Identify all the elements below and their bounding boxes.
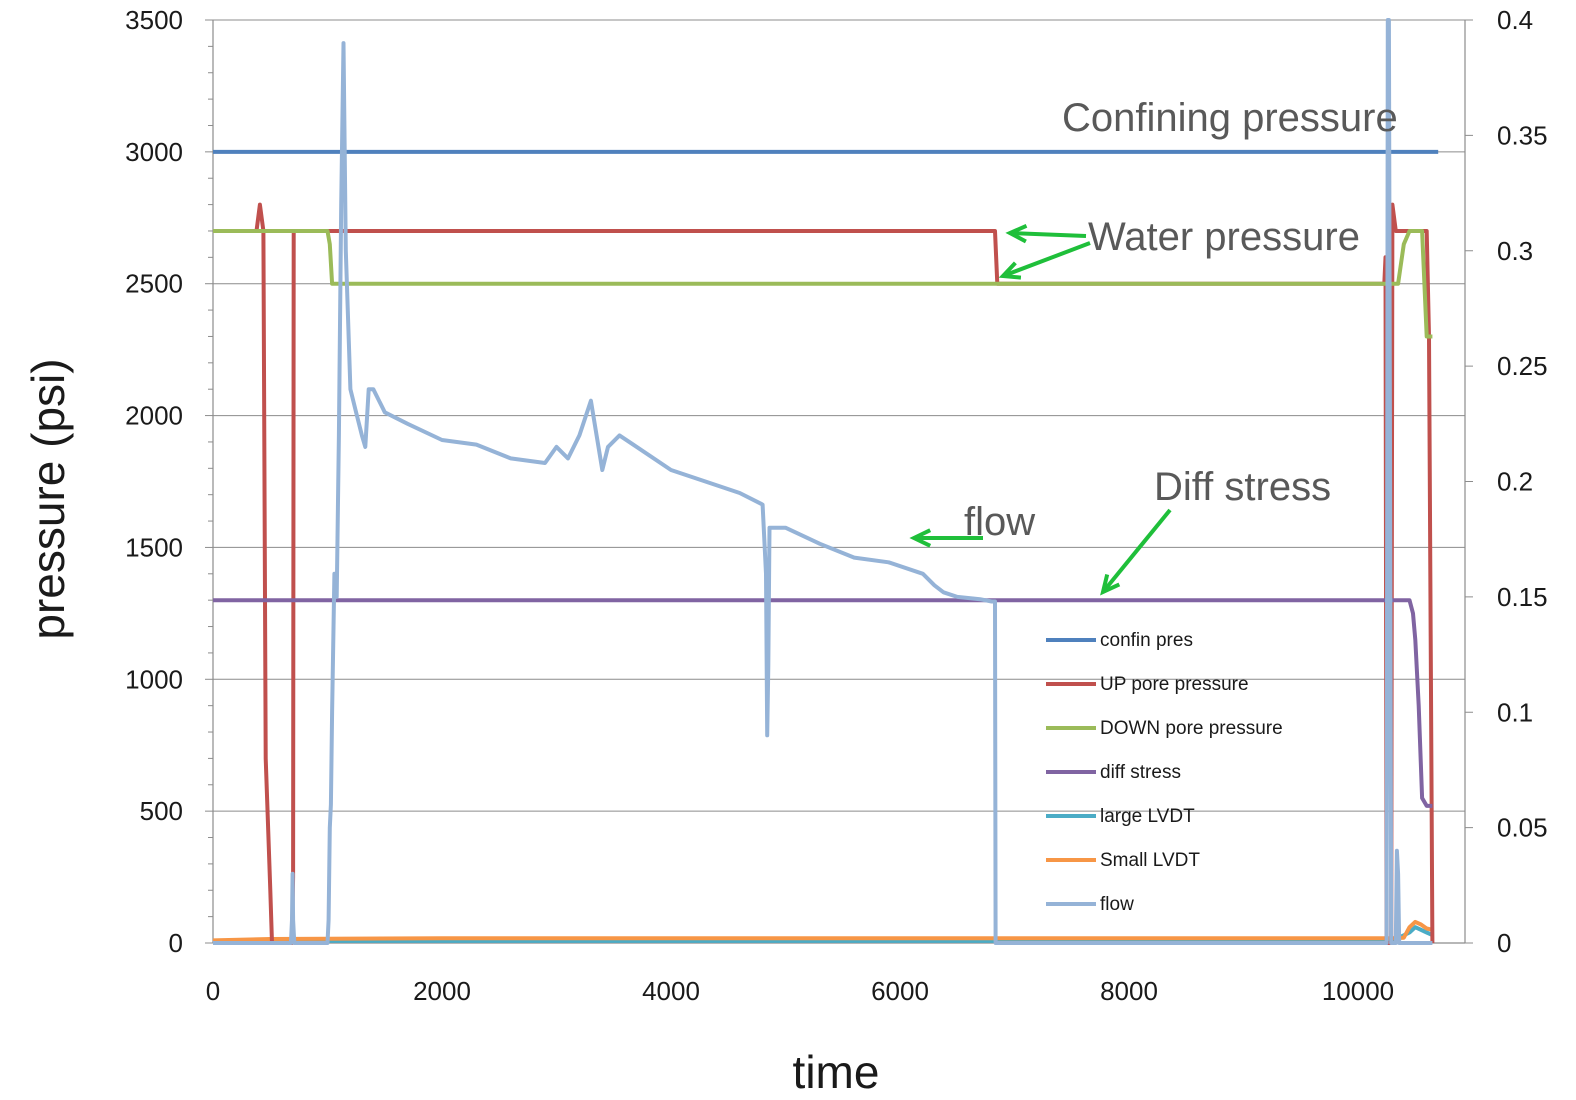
- y-tick-label: 1500: [125, 532, 183, 562]
- y2-tick-label: 0.3: [1497, 236, 1533, 266]
- y-tick-label: 2500: [125, 269, 183, 299]
- arrow-water-lower: [1002, 241, 1091, 278]
- series-layer: [212, 18, 1439, 945]
- y2-tick-label: 0.1: [1497, 697, 1533, 727]
- arrow-flow-head: [909, 528, 932, 548]
- series-small-lvdt: [212, 919, 1433, 943]
- x-tick-label: 2000: [413, 976, 471, 1006]
- x-tick-label: 4000: [642, 976, 700, 1006]
- arrow-water-upper: [1009, 231, 1087, 238]
- y2-tick-label: 0: [1497, 928, 1511, 958]
- series-flow: [213, 18, 1433, 945]
- annotation-water-pressure: Water pressure: [1088, 215, 1360, 259]
- annotation-flow: flow: [964, 500, 1035, 544]
- y2-tick-label: 0.4: [1497, 5, 1533, 35]
- annotation-confining-pressure: Confining pressure: [1062, 96, 1398, 140]
- axes: 0 500 1000 1500 2000 2500 3000 3500 0 0.05 0.1 0.15…: [125, 5, 1547, 1006]
- legend-label: DOWN pore pressure: [1100, 718, 1283, 739]
- series-up-pore-pressure: [213, 202, 1435, 945]
- annotation-arrows: [909, 223, 1172, 596]
- y-axis-title: pressure (psi): [22, 358, 74, 639]
- legend-label: Small LVDT: [1100, 850, 1200, 871]
- y2-tick-label: 0.25: [1497, 351, 1548, 381]
- y-tick-label: 0: [169, 928, 183, 958]
- y2-tick-label: 0.2: [1497, 467, 1533, 497]
- y-tick-label: 500: [140, 796, 183, 826]
- y-tick-label: 1000: [125, 664, 183, 694]
- x-tick-label: 8000: [1100, 976, 1158, 1006]
- arrow-diff-stress-head: [1100, 574, 1121, 596]
- y2-tick-label: 0.15: [1497, 582, 1548, 612]
- x-axis-title: time: [793, 1046, 880, 1098]
- y2-tick-label: 0.35: [1497, 120, 1548, 150]
- y2-tick-label: 0.05: [1497, 813, 1548, 843]
- y-tick-label: 3500: [125, 5, 183, 35]
- legend-label: large LVDT: [1100, 806, 1195, 827]
- y-tick-label: 2000: [125, 401, 183, 431]
- x-tick-label: 0: [206, 976, 220, 1006]
- arrow-water-upper-head: [1005, 223, 1028, 244]
- series-diff-stress: [213, 598, 1433, 808]
- legend-label: confin pres: [1100, 630, 1193, 651]
- legend-label: flow: [1100, 894, 1134, 915]
- arrow-diff-stress: [1101, 508, 1172, 594]
- x-tick-label: 10000: [1322, 976, 1394, 1006]
- annotation-diff-stress: Diff stress: [1154, 465, 1331, 509]
- legend-label: diff stress: [1100, 762, 1181, 783]
- series-down-pore-pressure: [213, 229, 1433, 339]
- legend: confin pres UP pore pressure DOWN pore pre…: [1046, 630, 1283, 915]
- legend-label: UP pore pressure: [1100, 674, 1249, 695]
- y-tick-label: 3000: [125, 137, 183, 167]
- arrow-water-lower-head: [998, 261, 1022, 280]
- x-tick-label: 6000: [871, 976, 929, 1006]
